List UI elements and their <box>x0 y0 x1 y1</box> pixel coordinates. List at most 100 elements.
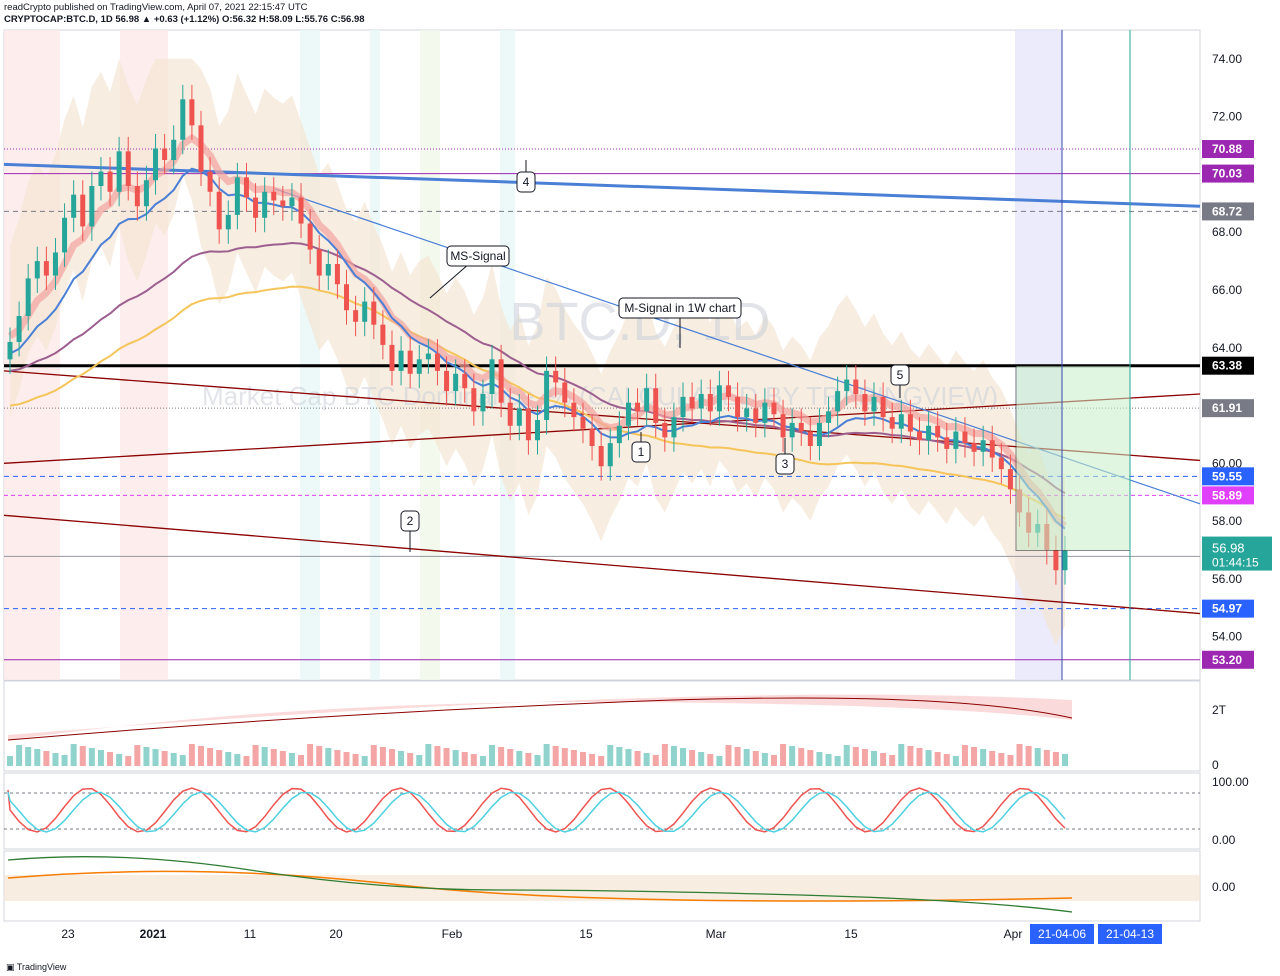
volume-bar <box>334 750 341 766</box>
candle-body <box>607 443 613 467</box>
candle-body <box>580 417 586 429</box>
volume-bar <box>52 753 59 766</box>
candle-body <box>953 431 959 449</box>
trendline-rising-red <box>3 393 1201 464</box>
candle-body <box>544 370 550 420</box>
candle-body <box>52 252 58 276</box>
volume-bar <box>598 756 605 766</box>
volume-bar <box>889 755 896 766</box>
volume-bar <box>43 751 50 766</box>
candle-body <box>907 414 913 432</box>
volume-cloud <box>8 694 1072 740</box>
volume-bar <box>570 750 577 766</box>
candle-body <box>853 379 859 394</box>
candle-body <box>153 148 159 181</box>
volume-bar <box>34 749 41 766</box>
price-axis-tag <box>1202 356 1254 375</box>
callout-label: 3 <box>782 457 789 471</box>
candle-body <box>271 191 277 201</box>
candle-body <box>525 408 531 441</box>
volume-bar <box>434 746 441 766</box>
trendline-2 <box>3 514 1201 615</box>
candle-body <box>389 344 395 371</box>
volume-bar <box>188 744 195 766</box>
x-axis-tick: Apr <box>1004 927 1023 941</box>
x-axis-tick: Mar <box>706 927 727 941</box>
y-axis-tick: 74.00 <box>1212 52 1242 66</box>
candle-body <box>380 324 386 345</box>
volume-bar <box>152 749 159 766</box>
volume-bar <box>989 751 996 766</box>
volume-bar <box>116 754 123 766</box>
volume-bar <box>1052 752 1059 766</box>
volume-bar <box>816 752 823 766</box>
volume-bar <box>79 746 86 766</box>
momentum-axis-tick: 0.00 <box>1212 880 1236 894</box>
y-axis-tick: 54.00 <box>1212 630 1242 644</box>
volume-bar <box>952 756 959 766</box>
candle-body <box>71 194 77 218</box>
volume-bar <box>1062 754 1068 766</box>
volume-bar <box>97 750 104 766</box>
callout-box <box>446 245 510 267</box>
candle-body <box>771 402 777 415</box>
x-axis-highlight-tag <box>1098 924 1162 944</box>
x-axis-tick: 23 <box>61 927 75 941</box>
volume-bar <box>843 745 850 766</box>
volume-bar <box>516 751 523 766</box>
x-axis-tick: 15 <box>844 927 858 941</box>
candle-body <box>998 457 1004 470</box>
candle-body <box>689 396 695 409</box>
x-axis-tick: 11 <box>244 927 257 941</box>
volume-axis-tick: 2T <box>1212 703 1227 717</box>
volume-bar <box>907 746 914 766</box>
candles <box>7 84 1068 585</box>
candle-body <box>926 425 932 441</box>
callout-label: 4 <box>523 175 530 189</box>
volume-bar <box>507 749 514 766</box>
candle-body <box>216 191 222 230</box>
volume-bar <box>780 744 787 766</box>
candle-body <box>189 99 195 126</box>
volume-bar <box>107 752 114 766</box>
price-axis-tag <box>1202 140 1254 159</box>
volume-bar <box>279 751 286 766</box>
volume-bar <box>1007 755 1014 766</box>
price-axis-label: 70.88 <box>1212 142 1242 156</box>
volume-bar <box>761 753 768 766</box>
stoch-axis-tick: 100.00 <box>1212 775 1249 789</box>
candle-body <box>344 284 350 311</box>
price-axis-label: 63.38 <box>1212 359 1242 373</box>
candle-body <box>898 414 904 429</box>
last-price-label: 56.98 <box>1212 541 1245 556</box>
x-axis-highlight-label: 21-04-13 <box>1106 927 1154 941</box>
candle-body <box>835 391 841 412</box>
candle-body <box>662 422 668 438</box>
candle-body <box>416 359 422 374</box>
volume-bar <box>16 745 23 766</box>
volume-bar <box>743 749 750 766</box>
volume-bar <box>579 752 586 766</box>
volume-bar <box>543 744 550 766</box>
volume-ma <box>7 697 1073 741</box>
price-axis-label: 70.03 <box>1212 167 1242 181</box>
volume-bar <box>871 751 878 766</box>
volume-bar <box>925 750 932 766</box>
volume-bar <box>307 744 314 766</box>
callout-box <box>400 510 420 532</box>
candle-body <box>262 191 268 218</box>
candle-body <box>598 446 604 467</box>
volume-bar <box>1034 748 1041 766</box>
volume-bar <box>161 751 168 766</box>
volume-bar <box>734 747 741 766</box>
candle-body <box>671 417 677 438</box>
candle-body <box>589 428 595 446</box>
volume-bar <box>352 754 359 766</box>
callout-label: 5 <box>897 368 904 382</box>
candle-body <box>371 301 377 325</box>
volume-bar <box>634 751 641 766</box>
candle-body <box>644 388 650 412</box>
x-axis-tick: 2021 <box>140 927 167 941</box>
callout-box <box>618 297 742 319</box>
